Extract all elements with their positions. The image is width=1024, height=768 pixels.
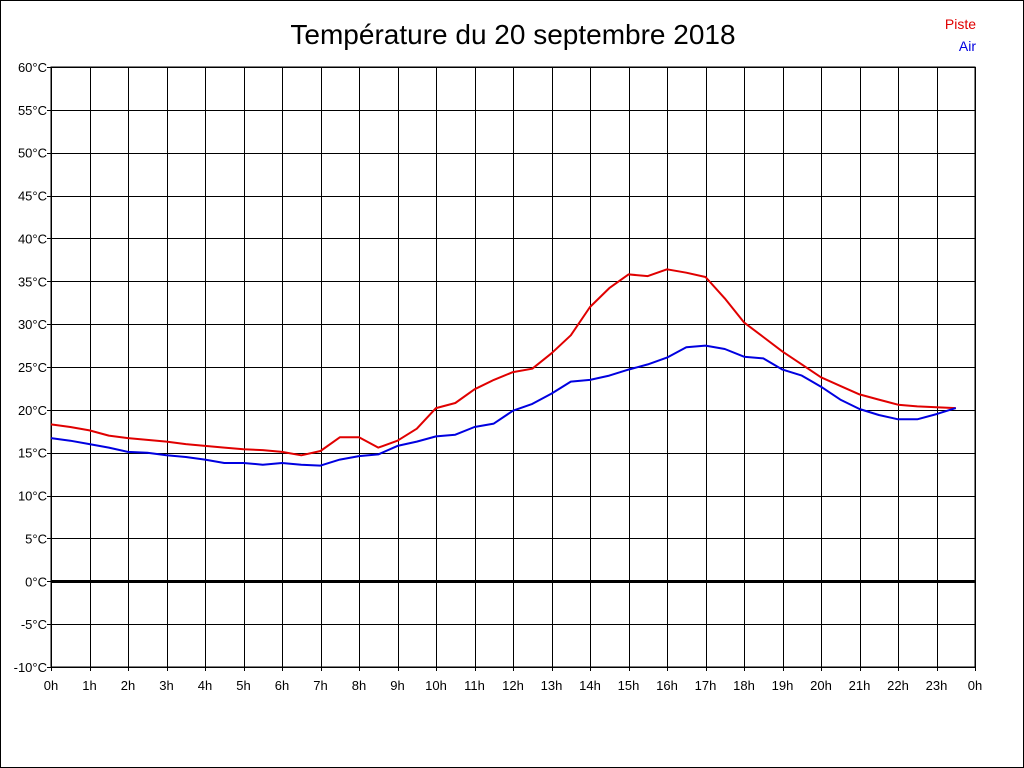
- x-tick-label: 23h: [926, 678, 948, 693]
- x-tick-label: 16h: [656, 678, 678, 693]
- x-tick-label: 20h: [810, 678, 832, 693]
- x-tick-label: 2h: [121, 678, 135, 693]
- x-tick-label: 0h: [968, 678, 982, 693]
- series-line-air: [50, 344, 957, 467]
- x-tick-label: 9h: [390, 678, 404, 693]
- y-tick-label: -5°C: [21, 617, 47, 632]
- x-tick-label: 0h: [44, 678, 58, 693]
- y-tick-label: 5°C: [25, 531, 47, 546]
- series-line-piste: [50, 268, 956, 457]
- x-tick-label: 7h: [313, 678, 327, 693]
- x-tick-label: 11h: [464, 678, 485, 693]
- x-tick-label: 1h: [82, 678, 96, 693]
- y-tick-label: 50°C: [18, 146, 47, 161]
- y-tick-label: 40°C: [18, 231, 47, 246]
- x-tick-label: 5h: [236, 678, 250, 693]
- chart-title: Température du 20 septembre 2018: [290, 19, 736, 50]
- legend-item-air: Air: [958, 38, 976, 54]
- y-tick-label: 15°C: [18, 446, 47, 461]
- legend-item-piste: Piste: [944, 16, 976, 32]
- y-tick-label: 20°C: [18, 403, 47, 418]
- y-tick-label: 45°C: [18, 189, 47, 204]
- y-tick-label: 30°C: [18, 317, 47, 332]
- x-tick-label: 12h: [502, 678, 524, 693]
- x-tick-label: 8h: [352, 678, 366, 693]
- x-tick-label: 22h: [887, 678, 909, 693]
- y-tick-label: 25°C: [18, 360, 47, 375]
- x-tick-label: 19h: [772, 678, 794, 693]
- y-tick-label: 60°C: [18, 60, 47, 75]
- x-tick-label: 17h: [695, 678, 717, 693]
- x-tick-label: 4h: [198, 678, 212, 693]
- y-tick-label: 35°C: [18, 274, 47, 289]
- y-tick-label: 55°C: [18, 103, 47, 118]
- x-tick-label: 3h: [159, 678, 173, 693]
- x-tick-label: 10h: [425, 678, 447, 693]
- x-tick-label: 6h: [275, 678, 289, 693]
- x-tick-label: 14h: [579, 678, 601, 693]
- y-tick-label: -10°C: [14, 660, 47, 675]
- legend: Piste Air: [945, 13, 976, 57]
- y-tick-label: 10°C: [18, 489, 47, 504]
- x-tick-label: 13h: [541, 678, 563, 693]
- x-tick-label: 15h: [618, 678, 640, 693]
- x-tick-label: 18h: [733, 678, 755, 693]
- x-tick-label: 21h: [849, 678, 871, 693]
- y-tick-label: 0°C: [25, 574, 47, 589]
